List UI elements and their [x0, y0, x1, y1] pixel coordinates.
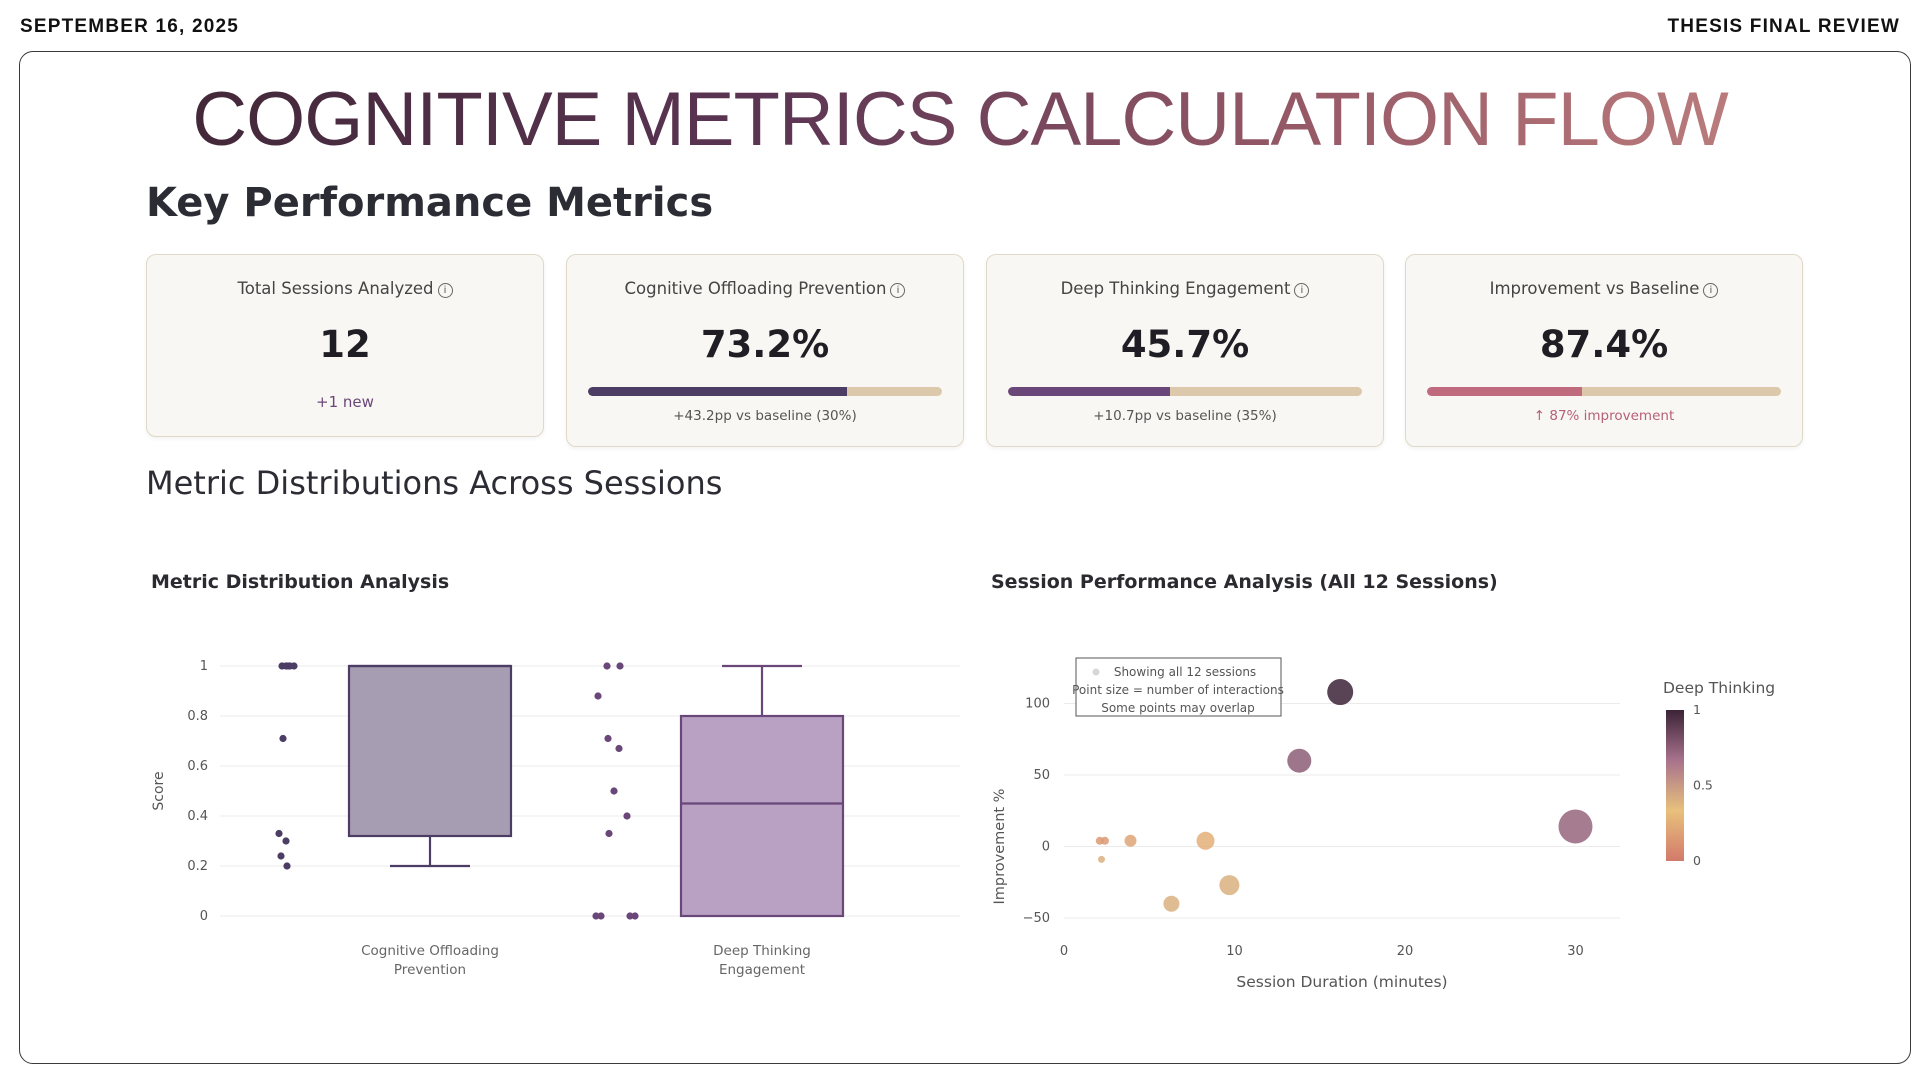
scatter-point	[1327, 679, 1354, 706]
data-point	[597, 912, 605, 920]
data-point	[284, 662, 292, 670]
card-label: Improvement vs Baseline i	[1406, 279, 1802, 298]
y-tick-label: −50	[1023, 911, 1050, 926]
annotation-border	[1075, 657, 1282, 717]
colorbar-tick-label: 0.5	[1693, 778, 1713, 793]
data-point	[279, 734, 287, 743]
presentation-date: SEPTEMBER 16, 2025	[20, 16, 240, 37]
top-bar: SEPTEMBER 16, 2025 THESIS FINAL REVIEW	[0, 0, 1920, 50]
x-tick-label: 30	[1567, 944, 1584, 959]
scatter-point	[1196, 831, 1215, 850]
progress-fill	[588, 387, 848, 396]
data-point	[594, 692, 602, 700]
annotation-line: Showing all 12 sessions	[1114, 665, 1256, 679]
data-point	[615, 744, 623, 753]
card-note: +10.7pp vs baseline (35%)	[1093, 408, 1277, 424]
x-category-label: Prevention	[394, 962, 466, 978]
card-value: 12	[319, 323, 371, 366]
progress-bar	[1427, 387, 1781, 396]
card-value: 45.7%	[1120, 323, 1250, 366]
data-point	[592, 912, 600, 920]
card-deep-thinking: Deep Thinking Engagement i 45.7% +10.7pp …	[986, 254, 1384, 447]
scatter-point	[1163, 895, 1180, 912]
kpi-section-title: Key Performance Metrics	[146, 180, 714, 226]
x-category-label: Deep Thinking	[713, 943, 811, 959]
box-chart: 0 0.2 0.4 0.6 0.8 1 Score Cognitive Offloading P…	[151, 659, 960, 978]
y-tick-label: 0.6	[187, 759, 208, 774]
presentation-subtitle: THESIS FINAL REVIEW	[1667, 16, 1900, 37]
box-chart-title: Metric Distribution Analysis	[151, 571, 450, 593]
x-axis-label: Session Duration (minutes)	[1236, 973, 1447, 991]
y-tick-label: 100	[1025, 697, 1050, 712]
annotation-line: Point size = number of interactions	[1072, 683, 1284, 697]
data-point	[290, 662, 298, 670]
data-point	[282, 837, 290, 845]
data-point	[631, 912, 639, 920]
scatter-point	[1100, 836, 1109, 845]
annotation-marker	[1092, 668, 1100, 676]
colorbar-tick-label: 1	[1693, 702, 1701, 717]
card-offloading-prevention: Cognitive Offloading Prevention i 73.2% +…	[566, 254, 964, 447]
card-note: +43.2pp vs baseline (30%)	[673, 408, 857, 424]
card-label: Deep Thinking Engagement i	[987, 279, 1383, 298]
info-icon[interactable]: i	[1294, 283, 1310, 298]
scatter-chart-title: Session Performance Analysis (All 12 Ses…	[991, 571, 1498, 593]
slide-frame	[19, 51, 1911, 1064]
card-label: Total Sessions Analyzed i	[147, 279, 543, 298]
x-category-label: Cognitive Offloading	[361, 943, 499, 959]
card-total-sessions: Total Sessions Analyzed i 12 +1 new	[146, 254, 544, 437]
card-note: ↑ 87% improvement	[1533, 408, 1675, 424]
colorbar-title: Deep Thinking	[1663, 679, 1775, 697]
info-icon[interactable]: i	[890, 283, 906, 298]
colorbar-tick-label: 0	[1693, 853, 1701, 868]
y-axis-label: Improvement %	[992, 789, 1008, 905]
y-tick-label: 0.4	[187, 809, 208, 824]
data-point	[277, 852, 285, 860]
x-tick-label: 20	[1397, 944, 1414, 959]
card-label: Cognitive Offloading Prevention i	[567, 279, 963, 298]
annotation-box: Showing all 12 sessions Point size = numb…	[1072, 657, 1284, 717]
data-point	[626, 912, 634, 920]
y-tick-label: 0.8	[187, 709, 208, 724]
y-tick-label: 0	[1042, 840, 1050, 855]
data-point	[275, 829, 283, 838]
progress-bar	[1008, 387, 1362, 396]
box	[679, 714, 845, 918]
scatter-point	[1558, 809, 1593, 844]
y-tick-label: 1	[200, 659, 208, 674]
scatter-point	[1219, 875, 1240, 896]
main-title: COGNITIVE METRICS CALCULATION FLOW	[0, 74, 1920, 166]
data-point	[623, 812, 631, 820]
scatter-point	[1124, 834, 1137, 847]
x-category-label: Engagement	[719, 962, 805, 978]
x-tick-label: 10	[1226, 944, 1243, 959]
y-tick-label: 50	[1033, 768, 1050, 783]
data-point	[604, 734, 612, 743]
x-tick-label: 0	[1060, 944, 1068, 959]
card-value: 87.4%	[1539, 323, 1669, 366]
y-tick-label: 0	[200, 909, 208, 924]
y-tick-label: 0.2	[187, 859, 208, 874]
data-point	[616, 662, 624, 670]
card-value: 73.2%	[700, 323, 830, 366]
info-icon[interactable]: i	[437, 283, 453, 298]
info-icon[interactable]: i	[1703, 283, 1719, 298]
card-note: +1 new	[316, 393, 374, 411]
progress-fill	[1427, 387, 1582, 396]
data-point	[603, 662, 611, 670]
data-point	[605, 829, 613, 838]
card-improvement: Improvement vs Baseline i 87.4% ↑ 87% imp…	[1405, 254, 1803, 447]
data-point	[283, 862, 291, 870]
colorbar	[1666, 710, 1684, 861]
annotation-line: Some points may overlap	[1101, 701, 1255, 715]
distribution-section-title: Metric Distributions Across Sessions	[146, 464, 723, 502]
scatter-point	[1098, 855, 1106, 863]
y-axis-label: Score	[151, 771, 167, 810]
progress-fill	[1008, 387, 1170, 396]
scatter-point	[1287, 748, 1312, 773]
progress-bar	[588, 387, 942, 396]
data-point	[610, 787, 618, 795]
box	[347, 664, 513, 838]
